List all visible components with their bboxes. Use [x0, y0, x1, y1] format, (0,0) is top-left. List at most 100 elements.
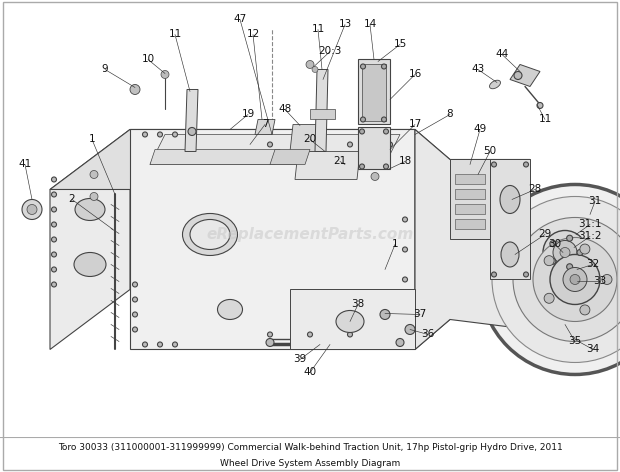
- Text: 47: 47: [233, 15, 247, 25]
- Circle shape: [388, 142, 392, 147]
- Circle shape: [22, 200, 42, 219]
- Circle shape: [308, 142, 312, 147]
- Text: 39: 39: [293, 354, 307, 364]
- Circle shape: [523, 272, 528, 277]
- Circle shape: [544, 293, 554, 303]
- Ellipse shape: [490, 80, 500, 89]
- Text: 14: 14: [363, 19, 376, 29]
- Circle shape: [51, 267, 56, 272]
- Circle shape: [380, 310, 390, 320]
- Circle shape: [172, 342, 177, 347]
- Circle shape: [513, 218, 620, 341]
- Circle shape: [553, 240, 577, 264]
- Text: 48: 48: [278, 104, 291, 115]
- Circle shape: [550, 241, 556, 247]
- Circle shape: [266, 338, 274, 346]
- Text: 32: 32: [587, 260, 600, 270]
- Circle shape: [143, 342, 148, 347]
- Polygon shape: [255, 119, 275, 135]
- Circle shape: [51, 282, 56, 287]
- Circle shape: [157, 342, 162, 347]
- Circle shape: [157, 132, 162, 137]
- Polygon shape: [50, 129, 130, 349]
- Circle shape: [396, 338, 404, 346]
- Text: 43: 43: [471, 65, 485, 75]
- Polygon shape: [455, 219, 485, 229]
- Circle shape: [27, 204, 37, 214]
- Text: 1: 1: [89, 135, 95, 144]
- Polygon shape: [290, 125, 320, 152]
- Circle shape: [577, 250, 583, 255]
- Text: 11: 11: [311, 25, 325, 34]
- Circle shape: [51, 177, 56, 182]
- Text: 1: 1: [392, 239, 398, 250]
- Circle shape: [533, 237, 617, 321]
- Circle shape: [580, 244, 590, 254]
- Text: 36: 36: [422, 329, 435, 339]
- Polygon shape: [290, 289, 415, 349]
- Circle shape: [133, 327, 138, 332]
- Circle shape: [347, 142, 353, 147]
- Polygon shape: [362, 65, 386, 121]
- Circle shape: [563, 268, 587, 292]
- Text: 20:3: 20:3: [318, 46, 342, 57]
- Circle shape: [133, 282, 138, 287]
- Ellipse shape: [182, 213, 237, 255]
- Circle shape: [492, 162, 497, 167]
- Text: 13: 13: [339, 19, 352, 29]
- Text: 11: 11: [169, 29, 182, 40]
- Circle shape: [267, 142, 273, 147]
- Ellipse shape: [74, 253, 106, 277]
- Circle shape: [360, 117, 366, 122]
- Polygon shape: [450, 160, 490, 239]
- Circle shape: [306, 60, 314, 68]
- Polygon shape: [510, 65, 540, 86]
- Circle shape: [543, 230, 587, 275]
- Circle shape: [537, 102, 543, 109]
- Text: 18: 18: [399, 157, 412, 167]
- Polygon shape: [455, 204, 485, 214]
- Circle shape: [90, 193, 98, 201]
- Polygon shape: [455, 189, 485, 200]
- Ellipse shape: [500, 185, 520, 213]
- Circle shape: [161, 70, 169, 78]
- Circle shape: [381, 117, 386, 122]
- Polygon shape: [50, 129, 415, 189]
- Text: 15: 15: [393, 40, 407, 50]
- Circle shape: [130, 84, 140, 94]
- Circle shape: [360, 164, 365, 169]
- Circle shape: [312, 67, 318, 73]
- Text: 31:1: 31:1: [578, 219, 602, 229]
- Circle shape: [402, 247, 407, 252]
- Text: 30: 30: [549, 239, 562, 250]
- Text: 16: 16: [409, 69, 422, 79]
- Circle shape: [381, 64, 386, 69]
- Polygon shape: [315, 69, 328, 152]
- Circle shape: [371, 172, 379, 180]
- Text: 8: 8: [446, 110, 453, 119]
- Circle shape: [308, 332, 312, 337]
- Text: 49: 49: [474, 125, 487, 135]
- Circle shape: [347, 332, 353, 337]
- Circle shape: [550, 258, 556, 264]
- Ellipse shape: [190, 219, 230, 250]
- Polygon shape: [130, 129, 415, 349]
- Text: 20: 20: [303, 135, 317, 144]
- Circle shape: [51, 222, 56, 227]
- Circle shape: [567, 235, 573, 241]
- Text: 17: 17: [409, 119, 422, 129]
- Text: 44: 44: [495, 50, 508, 59]
- Circle shape: [172, 132, 177, 137]
- Text: 19: 19: [241, 110, 255, 119]
- Circle shape: [90, 170, 98, 178]
- Circle shape: [602, 275, 612, 285]
- Circle shape: [360, 64, 366, 69]
- Polygon shape: [150, 150, 280, 164]
- Text: 10: 10: [141, 54, 154, 65]
- Circle shape: [544, 256, 554, 266]
- Text: 29: 29: [538, 229, 552, 239]
- Circle shape: [480, 185, 620, 374]
- Circle shape: [560, 247, 570, 258]
- Circle shape: [402, 277, 407, 282]
- Text: eReplacementParts.com: eReplacementParts.com: [206, 227, 414, 242]
